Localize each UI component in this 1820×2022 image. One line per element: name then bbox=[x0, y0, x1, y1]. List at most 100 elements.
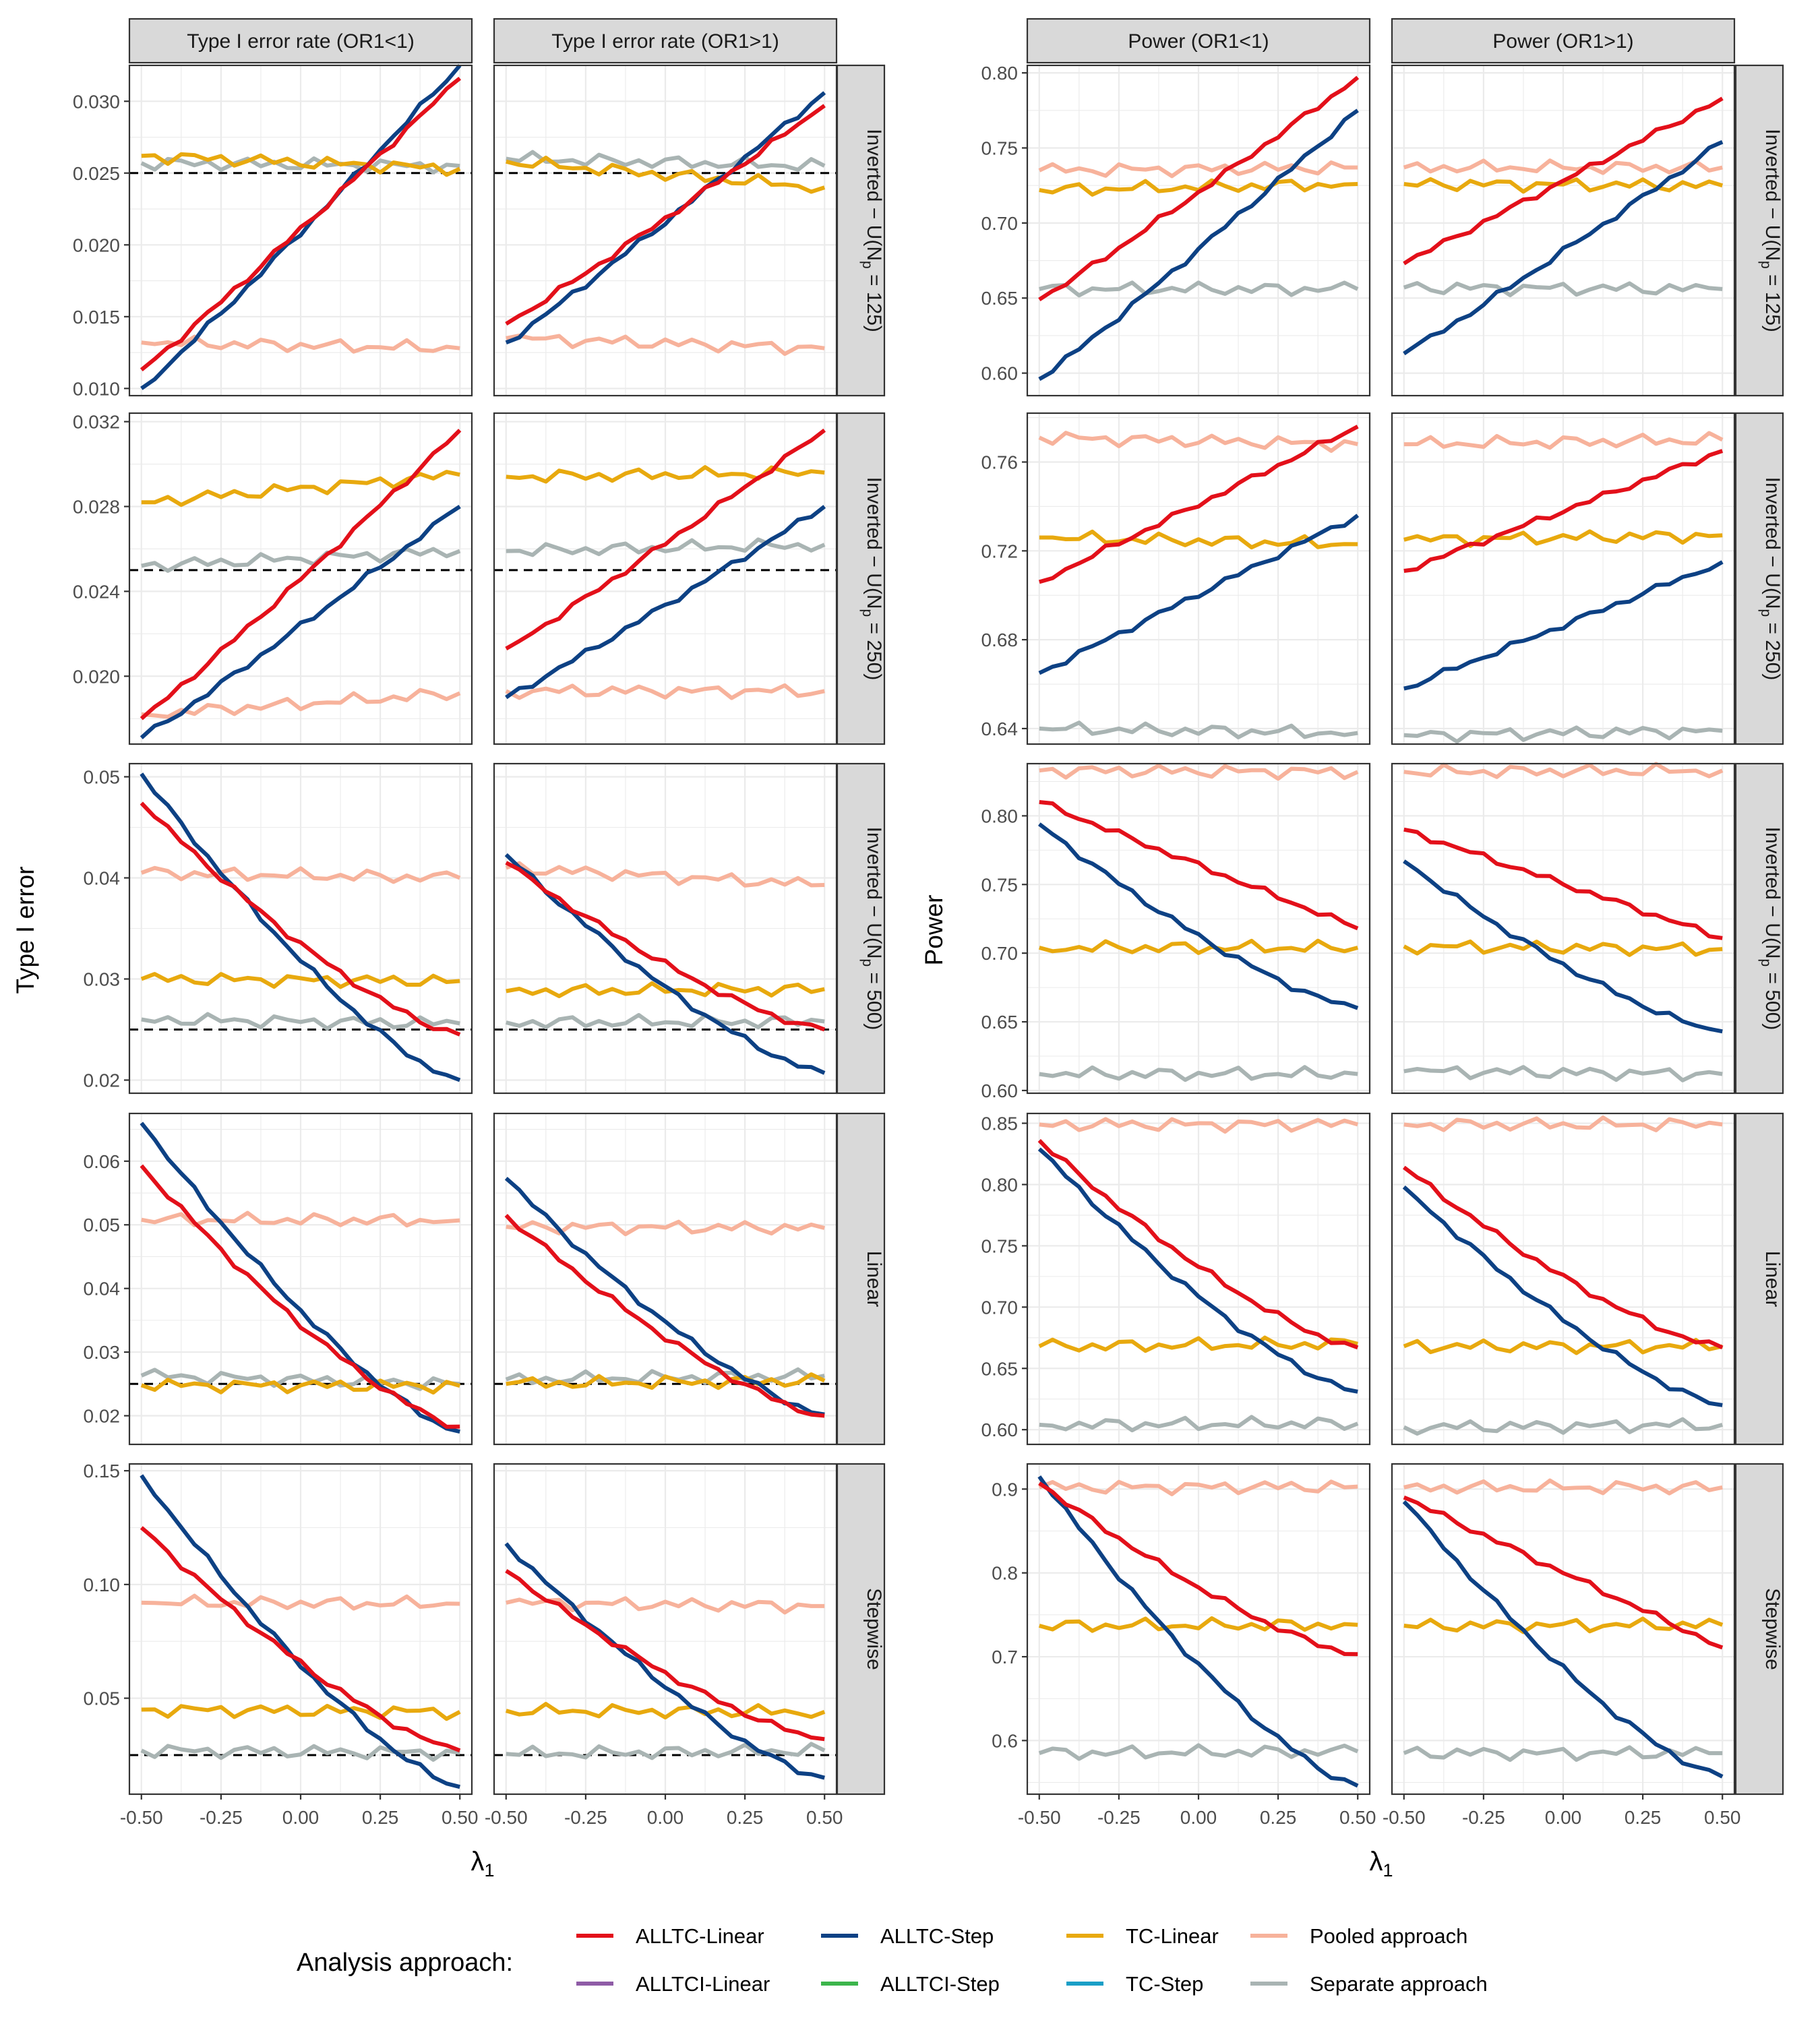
x-axis-title-sub: 1 bbox=[1383, 1860, 1393, 1880]
series-line-tc-linear bbox=[506, 156, 826, 194]
x-tick-label: 0.50 bbox=[442, 1807, 479, 1828]
legend: Analysis approach: ALLTC-Linear ALLTC-Step… bbox=[297, 1924, 1488, 1996]
y-tick-label: 0.60 bbox=[981, 1080, 1019, 1101]
row-strip bbox=[1734, 412, 1784, 745]
row-strip bbox=[1734, 762, 1784, 1095]
row-strip-tail: = 125) bbox=[863, 269, 885, 332]
series-line-pooled-approach bbox=[1039, 1117, 1359, 1134]
y-tick-label: 0.85 bbox=[981, 1113, 1019, 1134]
panel-0-2: 0.60 0.65 0.70 0.75 0.80 Power (OR1<1) bbox=[981, 18, 1371, 397]
series-line-alltc-step bbox=[140, 772, 461, 1082]
series-line-pooled-approach bbox=[1039, 763, 1359, 781]
legend-key: TC-Step bbox=[1066, 1972, 1203, 1996]
series-line-tc-linear bbox=[1403, 1338, 1723, 1355]
panel-border bbox=[1026, 762, 1371, 1095]
series-line-tc-linear bbox=[505, 1702, 826, 1720]
x-axis-title-lambda: λ bbox=[471, 1847, 484, 1876]
row-strip bbox=[836, 1463, 886, 1796]
y-tick-label: 0.65 bbox=[981, 288, 1019, 309]
series-line-separate-approach bbox=[1039, 1415, 1359, 1433]
row-strip-sub: p bbox=[859, 261, 875, 269]
series-line-tc-linear bbox=[1403, 1616, 1724, 1634]
row-strip-main: Inverted − U(N bbox=[863, 827, 885, 959]
legend-label: TC-Step bbox=[1126, 1972, 1203, 1996]
x-tick-label: -0.50 bbox=[485, 1807, 528, 1828]
legend-label: ALLTCI-Step bbox=[880, 1972, 1000, 1996]
series-line-separate-approach bbox=[1039, 280, 1359, 298]
y-tick-label: 0.028 bbox=[73, 496, 120, 517]
panel-2-3: Inverted − U(Np = 500) bbox=[1391, 762, 1784, 1095]
series-line-tc-linear bbox=[141, 1704, 461, 1721]
series-line-tc-linear bbox=[1039, 529, 1358, 550]
x-tick-label: 0.50 bbox=[1339, 1807, 1376, 1828]
row-strip-main: Inverted − U(N bbox=[863, 477, 885, 609]
y-tick-label: 0.02 bbox=[84, 1406, 121, 1427]
series-line-alltc-step bbox=[1038, 109, 1359, 381]
row-strip-sub: p bbox=[1758, 261, 1773, 269]
series-line-alltc-step bbox=[504, 853, 826, 1075]
row-strip bbox=[1734, 64, 1784, 397]
y-tick-label: 0.10 bbox=[84, 1574, 121, 1595]
series-line-pooled-approach bbox=[141, 334, 460, 354]
panel-border bbox=[1391, 762, 1736, 1095]
y-tick-label: 0.80 bbox=[981, 63, 1019, 84]
x-tick-label: -0.25 bbox=[564, 1807, 607, 1828]
y-tick-label: 0.6 bbox=[992, 1730, 1018, 1751]
x-axis-title-lambda: λ bbox=[1369, 1847, 1383, 1876]
series-line-tc-linear bbox=[141, 470, 460, 508]
x-tick-label: 0.25 bbox=[1260, 1807, 1297, 1828]
row-strip-main: Stepwise bbox=[863, 1588, 885, 1670]
row-strip-label: Inverted − U(Np = 500) bbox=[1758, 827, 1784, 1031]
series-line-alltc-linear bbox=[505, 1569, 825, 1742]
series-line-tc-linear bbox=[1038, 1616, 1358, 1633]
panel-1-3: Inverted − U(Np = 250) bbox=[1391, 412, 1784, 745]
y-tick-label: 0.015 bbox=[73, 307, 120, 328]
column-strip-label: Power (OR1<1) bbox=[1128, 30, 1269, 53]
column-strip bbox=[493, 18, 838, 64]
x-tick-label: 0.25 bbox=[727, 1807, 764, 1828]
panel-0-1: Type I error rate (OR1>1) Inverted − U(Np… bbox=[493, 18, 886, 397]
row-strip bbox=[836, 1112, 886, 1446]
series-line-alltc-linear bbox=[140, 1526, 461, 1752]
x-tick-label: -0.25 bbox=[200, 1807, 243, 1828]
panel-3-3: Linear bbox=[1391, 1112, 1784, 1446]
series-line-tc-linear bbox=[1039, 938, 1358, 955]
series-line-pooled-approach bbox=[506, 333, 825, 357]
row-strip-sub: p bbox=[1758, 959, 1773, 967]
panel-border bbox=[1026, 64, 1371, 397]
series-line-alltc-step bbox=[505, 91, 826, 345]
y-tick-label: 0.70 bbox=[981, 1297, 1019, 1318]
panel-border bbox=[1391, 412, 1736, 745]
column-strip bbox=[1026, 18, 1371, 64]
row-strip bbox=[1734, 1463, 1784, 1796]
series-line-tc-linear bbox=[506, 1372, 826, 1390]
series-line-alltc-step bbox=[1403, 140, 1724, 356]
series-line-alltc-linear bbox=[505, 861, 826, 1032]
series-line-pooled-approach bbox=[1403, 1478, 1723, 1496]
series-line-alltc-linear bbox=[140, 429, 462, 721]
series-line-separate-approach bbox=[1039, 721, 1358, 739]
panel-border bbox=[1026, 412, 1371, 745]
row-strip-sub: p bbox=[859, 959, 875, 967]
panel-4-2: 0.6 0.7 0.8 0.9 -0.50 -0.25 0.00 0.25 0.50 bbox=[992, 1463, 1376, 1828]
series-line-tc-linear bbox=[1038, 1335, 1358, 1353]
series-line-alltc-linear bbox=[1038, 425, 1359, 584]
row-strip-main: Inverted − U(N bbox=[1761, 827, 1784, 959]
series-line-alltc-linear bbox=[504, 1214, 825, 1418]
panel-border bbox=[128, 1112, 473, 1446]
x-tick-label: 0.00 bbox=[1180, 1807, 1217, 1828]
y-tick-label: 0.04 bbox=[84, 1279, 121, 1299]
series-line-pooled-approach bbox=[505, 683, 825, 700]
series-line-separate-approach bbox=[140, 1744, 460, 1762]
series-line-alltc-linear bbox=[1039, 800, 1359, 931]
y-tick-label: 0.020 bbox=[73, 235, 120, 255]
series-line-separate-approach bbox=[506, 1013, 825, 1030]
row-strip bbox=[836, 412, 886, 745]
series-line-alltc-linear bbox=[140, 1164, 460, 1429]
row-strip-main: Inverted − U(N bbox=[863, 129, 885, 261]
row-strip-main: Linear bbox=[1761, 1251, 1784, 1307]
row-strip-label: Linear bbox=[1761, 1251, 1784, 1307]
panel-0-3: Power (OR1>1) Inverted − U(Np = 125) bbox=[1391, 18, 1784, 397]
series-line-separate-approach bbox=[506, 150, 826, 172]
